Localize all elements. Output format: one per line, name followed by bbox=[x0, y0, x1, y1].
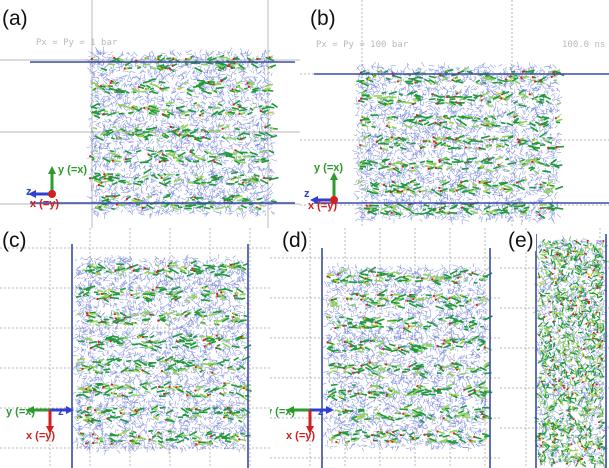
simulation-box bbox=[321, 248, 491, 468]
axis-label-x-c: x (=y) bbox=[26, 430, 56, 442]
hud-pressure-a: Px = Py = 1 bar bbox=[36, 38, 118, 48]
axis-triad-b bbox=[310, 172, 338, 204]
axis-label-z-b: z bbox=[304, 188, 310, 200]
axis-label-x-a: x (=y) bbox=[30, 198, 60, 210]
axis-label-z-a: z bbox=[26, 186, 32, 198]
axis-triad-c bbox=[26, 406, 74, 434]
molecular-slab bbox=[71, 253, 252, 455]
axis-label-y-a: y (=x) bbox=[58, 164, 88, 176]
axis-label-x-b: x (=y) bbox=[308, 200, 338, 212]
md-snapshot-e bbox=[500, 228, 609, 468]
panel-label-e: (e) bbox=[508, 229, 536, 252]
panel-label-b: (b) bbox=[310, 7, 336, 30]
axis-label-y-d: y (=x) bbox=[270, 406, 296, 418]
axis-label-y-c: y (=x) bbox=[6, 406, 36, 418]
md-snapshot-b bbox=[300, 0, 609, 228]
md-snapshot-d bbox=[270, 228, 500, 468]
panel-label-a: (a) bbox=[2, 7, 28, 30]
panel-e: (e) bbox=[500, 228, 609, 468]
axis-triad-d bbox=[286, 406, 334, 434]
molecular-slab bbox=[321, 262, 493, 452]
simulation-box bbox=[30, 61, 295, 204]
simulation-box bbox=[535, 234, 607, 468]
simulation-box bbox=[71, 244, 249, 468]
axis-label-z-c: z bbox=[58, 406, 64, 418]
panel-label-c: (c) bbox=[2, 229, 27, 252]
panel-d: (d) y (=x) z x (=y) bbox=[270, 228, 500, 468]
axis-triad-a bbox=[28, 166, 56, 198]
axis-label-x-d: x (=y) bbox=[286, 430, 316, 442]
molecular-slab bbox=[85, 46, 279, 219]
panel-a: (a) Px = Py = 1 bar y (=x) z x (=y) bbox=[0, 0, 300, 228]
panel-b: (b) Px = Py = 100 bar 100.0 ns y (=x) z … bbox=[300, 0, 609, 228]
hud-pressure-b: Px = Py = 100 bar bbox=[316, 40, 409, 50]
md-snapshot-a bbox=[0, 0, 300, 228]
md-snapshot-c bbox=[0, 228, 270, 468]
molecular-slab bbox=[532, 235, 609, 468]
axis-label-y-b: y (=x) bbox=[314, 162, 344, 174]
axis-label-z-d: z bbox=[318, 406, 324, 418]
panel-label-d: (d) bbox=[282, 229, 308, 252]
simulation-box bbox=[314, 73, 609, 204]
panel-c: (c) y (=x) z x (=y) bbox=[0, 228, 270, 468]
molecular-slab bbox=[351, 61, 565, 226]
hud-time-b: 100.0 ns bbox=[562, 40, 606, 50]
